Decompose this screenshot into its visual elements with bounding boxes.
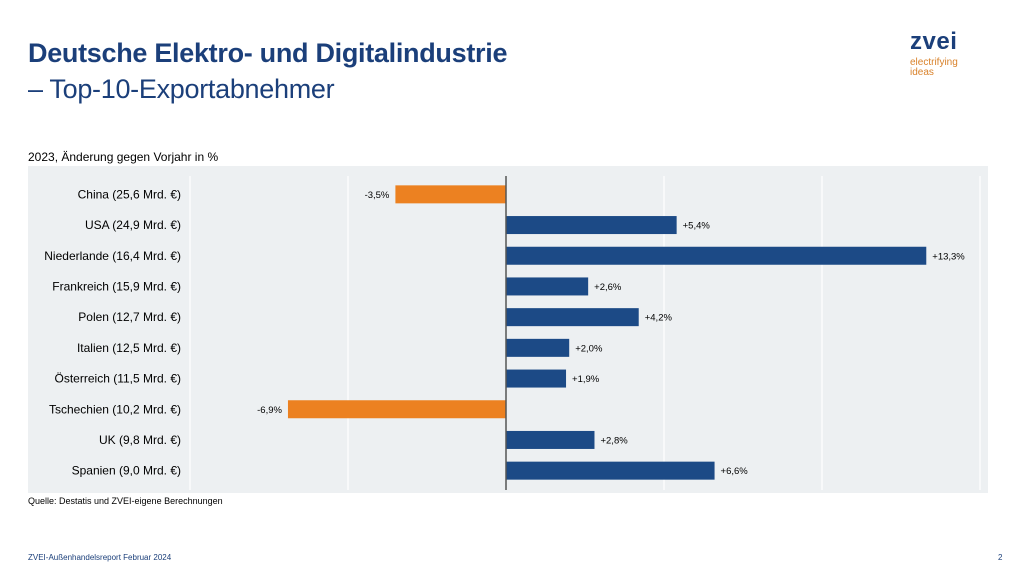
logo-wordmark: zvei — [910, 28, 958, 55]
logo-tagline-1: electrifying — [910, 57, 958, 68]
category-label: China (25,6 Mrd. €) — [78, 187, 181, 201]
zvei-logo: zvei electrifying ideas — [910, 30, 958, 78]
bar — [506, 308, 639, 327]
data-label: +2,0% — [575, 343, 603, 354]
category-label: Niederlande (16,4 Mrd. €) — [44, 249, 181, 263]
chart-title: 2023, Änderung gegen Vorjahr in % — [28, 150, 219, 164]
bar — [395, 185, 506, 204]
bar — [506, 246, 927, 265]
category-label: Österreich (11,5 Mrd. €) — [55, 372, 181, 386]
bar — [506, 369, 567, 388]
bar — [506, 277, 589, 296]
data-label: +6,6% — [721, 466, 749, 477]
data-label: -6,9% — [257, 405, 282, 416]
footer-report: ZVEI-Außenhandelsreport Februar 2024 — [28, 553, 172, 562]
page-number: 2 — [998, 553, 1003, 562]
data-label: +4,2% — [645, 313, 673, 324]
category-label: USA (24,9 Mrd. €) — [85, 218, 181, 232]
bar — [506, 216, 677, 235]
page-title: Deutsche Elektro- und Digitalindustrie — [28, 38, 508, 68]
category-label: Spanien (9,0 Mrd. €) — [72, 464, 181, 478]
bar — [506, 338, 570, 357]
data-label: -3,5% — [365, 190, 390, 201]
data-label: +2,6% — [594, 282, 622, 293]
bar — [506, 430, 595, 449]
bar — [506, 461, 715, 480]
category-label: Tschechien (10,2 Mrd. €) — [49, 402, 181, 416]
logo-tagline-2: ideas — [910, 67, 934, 78]
data-label: +13,3% — [932, 251, 965, 262]
source-note: Quelle: Destatis und ZVEI-eigene Berechn… — [28, 496, 223, 506]
bar — [287, 400, 506, 419]
category-label: Polen (12,7 Mrd. €) — [78, 310, 181, 324]
category-label: UK (9,8 Mrd. €) — [99, 433, 181, 447]
data-label: +1,9% — [572, 374, 600, 385]
data-label: +2,8% — [600, 435, 628, 446]
category-label: Frankreich (15,9 Mrd. €) — [52, 279, 181, 293]
data-label: +5,4% — [683, 221, 711, 232]
category-label: Italien (12,5 Mrd. €) — [77, 341, 181, 355]
page-subtitle: – Top-10-Exportabnehmer — [28, 74, 335, 104]
